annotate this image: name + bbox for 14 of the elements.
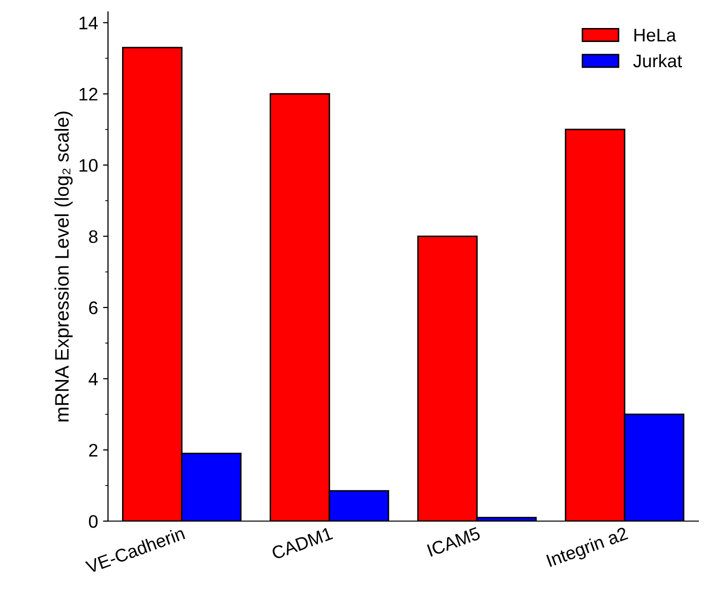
y-tick-label: 14 — [80, 16, 98, 30]
y-tick-label: 0 — [88, 515, 98, 528]
x-tick-label: CADM1 — [271, 526, 334, 560]
y-tick-label: 4 — [88, 372, 98, 386]
y-tick-label: 12 — [80, 88, 98, 100]
y-tick-label: 6 — [89, 301, 98, 314]
y-tick-label: 10 — [80, 159, 98, 172]
legend-label: Jurkat — [633, 54, 682, 68]
legend-label: HeLa — [634, 28, 676, 42]
y-tick-label: 8 — [89, 230, 98, 244]
x-tick-label: Integrin a2 — [546, 526, 630, 570]
y-tick-label: 2 — [89, 444, 98, 456]
y-axis-title: mRNA Expression Level (log₂ scale) — [54, 112, 73, 422]
x-tick-label: ICAM5 — [426, 526, 481, 557]
